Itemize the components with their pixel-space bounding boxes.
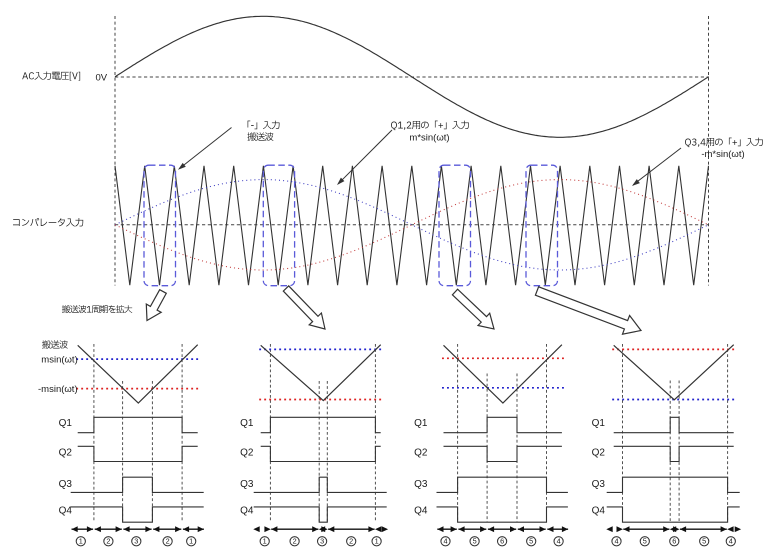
svg-text:Q3: Q3 — [592, 479, 606, 490]
svg-text:Q4: Q4 — [240, 505, 254, 516]
svg-text:3: 3 — [134, 537, 138, 546]
svg-text:Q2: Q2 — [59, 447, 73, 458]
svg-text:Q2: Q2 — [414, 447, 428, 458]
svg-text:Q1: Q1 — [59, 418, 73, 429]
svg-text:2: 2 — [293, 537, 297, 546]
svg-text:msin(ωt): msin(ωt) — [41, 355, 77, 366]
svg-text:1: 1 — [375, 537, 379, 546]
svg-text:4: 4 — [557, 537, 561, 546]
svg-text:-m*sin(ωt): -m*sin(ωt) — [701, 149, 744, 160]
svg-text:Q4: Q4 — [59, 505, 73, 516]
svg-text:6: 6 — [500, 537, 504, 546]
svg-text:Q4: Q4 — [592, 505, 606, 516]
svg-text:Q3: Q3 — [240, 479, 254, 490]
svg-text:4: 4 — [614, 537, 618, 546]
svg-text:3: 3 — [320, 537, 324, 546]
svg-text:0V: 0V — [96, 72, 108, 83]
svg-text:2: 2 — [349, 537, 353, 546]
svg-text:4: 4 — [443, 537, 447, 546]
svg-text:5: 5 — [529, 537, 533, 546]
svg-text:Q3: Q3 — [59, 479, 73, 490]
svg-text:2: 2 — [106, 537, 110, 546]
svg-text:Q1: Q1 — [414, 418, 428, 429]
svg-text:Q2: Q2 — [240, 447, 254, 458]
svg-text:5: 5 — [473, 537, 477, 546]
svg-text:1: 1 — [263, 537, 267, 546]
svg-text:Q2: Q2 — [592, 447, 606, 458]
svg-text:5: 5 — [643, 537, 647, 546]
svg-text:Q4: Q4 — [414, 505, 428, 516]
svg-text:2: 2 — [166, 537, 170, 546]
svg-text:1: 1 — [189, 537, 193, 546]
svg-text:Q1: Q1 — [240, 418, 254, 429]
svg-text:1: 1 — [79, 537, 83, 546]
svg-text:Q1: Q1 — [592, 418, 606, 429]
svg-text:Q3: Q3 — [414, 479, 428, 490]
svg-text:5: 5 — [702, 537, 706, 546]
svg-text:4: 4 — [729, 537, 733, 546]
svg-text:6: 6 — [672, 537, 676, 546]
svg-text:m*sin(ωt): m*sin(ωt) — [409, 133, 449, 144]
svg-text:-msin(ωt): -msin(ωt) — [38, 384, 78, 395]
